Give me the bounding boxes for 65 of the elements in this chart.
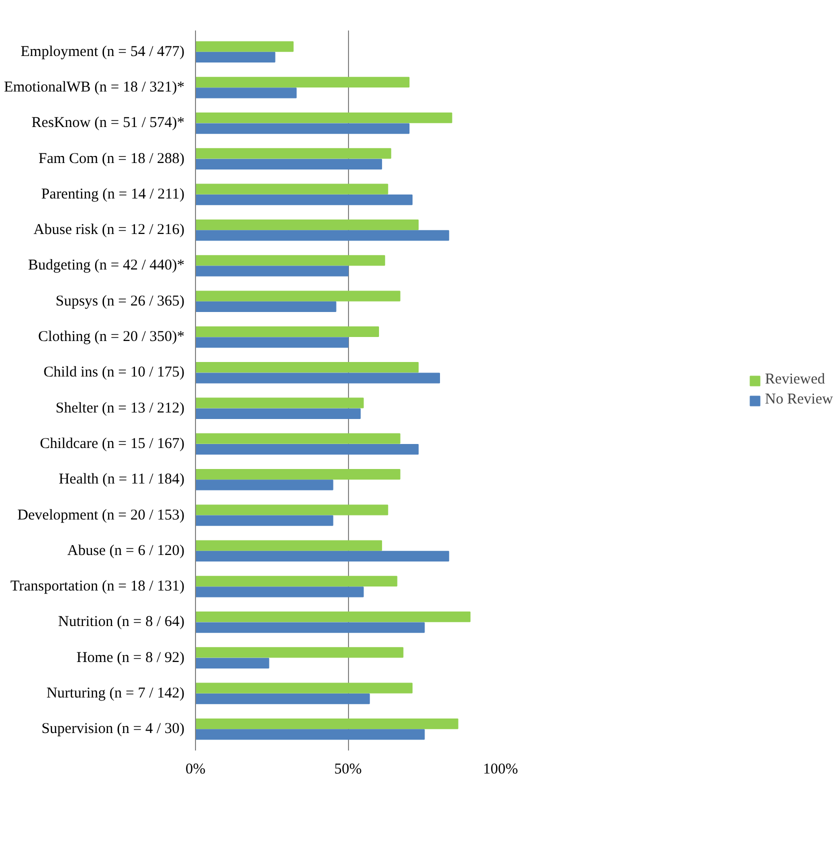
- y-tick-label: ResKnow (n = 51 / 574)*: [31, 115, 185, 132]
- bar: [196, 586, 364, 598]
- bar: [196, 52, 276, 63]
- bar: [196, 504, 388, 516]
- bar: [196, 647, 404, 658]
- bar: [196, 76, 410, 88]
- bar: [196, 123, 410, 134]
- bar: [196, 550, 450, 562]
- y-tick-label: Supsys (n = 26 / 365): [56, 293, 185, 310]
- bar: [196, 41, 294, 52]
- bar: [196, 88, 297, 98]
- x-tick-label: 50%: [334, 762, 362, 778]
- bar: [196, 266, 348, 276]
- y-tick-label: Parenting (n = 14 / 211): [41, 186, 185, 202]
- bar: [196, 219, 419, 230]
- y-tick-label: Budgeting (n = 42 / 440)*: [28, 258, 185, 274]
- bar: [196, 408, 361, 419]
- y-tick-label: Nurturing (n = 7 / 142): [46, 685, 185, 702]
- bar: [196, 480, 334, 490]
- bar: [196, 540, 382, 551]
- y-tick-label: Abuse risk (n = 12 / 216): [34, 222, 185, 238]
- y-tick-label: Supervision (n = 4 / 30): [41, 721, 185, 738]
- y-tick-label: Home (n = 8 / 92): [76, 650, 185, 666]
- y-tick-label: Nutrition (n = 8 / 64): [58, 614, 185, 630]
- y-tick-label: Clothing (n = 20 / 350)*: [38, 329, 184, 346]
- y-tick-label: Health (n = 11 / 184): [58, 472, 185, 488]
- bar: [196, 362, 419, 373]
- bar: [196, 194, 413, 206]
- bar: [196, 148, 392, 159]
- y-tick-label: Childcare (n = 15 / 167): [40, 436, 185, 452]
- bar: [196, 718, 458, 730]
- y-tick-label: Fam Com (n = 18 / 288): [38, 150, 185, 167]
- y-tick-label: Abuse (n = 6 / 120): [67, 542, 185, 559]
- x-tick-label: 100%: [483, 762, 518, 778]
- bar: [196, 184, 388, 194]
- legend-label: Reviewed: [765, 372, 826, 388]
- bar: [196, 694, 370, 704]
- bar: [196, 337, 348, 348]
- bar: [196, 112, 452, 124]
- bar: [196, 230, 450, 241]
- bar: [196, 612, 470, 622]
- bar: [196, 468, 400, 480]
- bar: [196, 372, 440, 384]
- bar: [196, 682, 413, 694]
- y-tick-label: Child ins (n = 10 / 175): [44, 364, 185, 381]
- bar: [196, 158, 382, 170]
- bar: [196, 444, 419, 455]
- y-tick-label: Transportation (n = 18 / 131): [10, 578, 185, 595]
- bar: [196, 301, 336, 312]
- y-tick-label: EmotionalWB (n = 18 / 321)*: [4, 80, 185, 96]
- bar: [196, 255, 386, 266]
- bar: [196, 433, 400, 444]
- bar: [196, 326, 379, 337]
- legend-label: No Review: [765, 392, 833, 408]
- y-tick-label: Shelter (n = 13 / 212): [56, 400, 185, 416]
- bar: [196, 515, 334, 526]
- y-tick-label: Employment (n = 54 / 477): [20, 44, 185, 60]
- bar: [196, 290, 400, 302]
- y-tick-label: Development (n = 20 / 153): [17, 507, 185, 524]
- bar: [196, 576, 398, 587]
- bar: [196, 398, 364, 408]
- bar: [196, 658, 270, 668]
- bar: [196, 729, 425, 740]
- x-tick-label: 0%: [186, 762, 206, 778]
- bar: [196, 622, 425, 633]
